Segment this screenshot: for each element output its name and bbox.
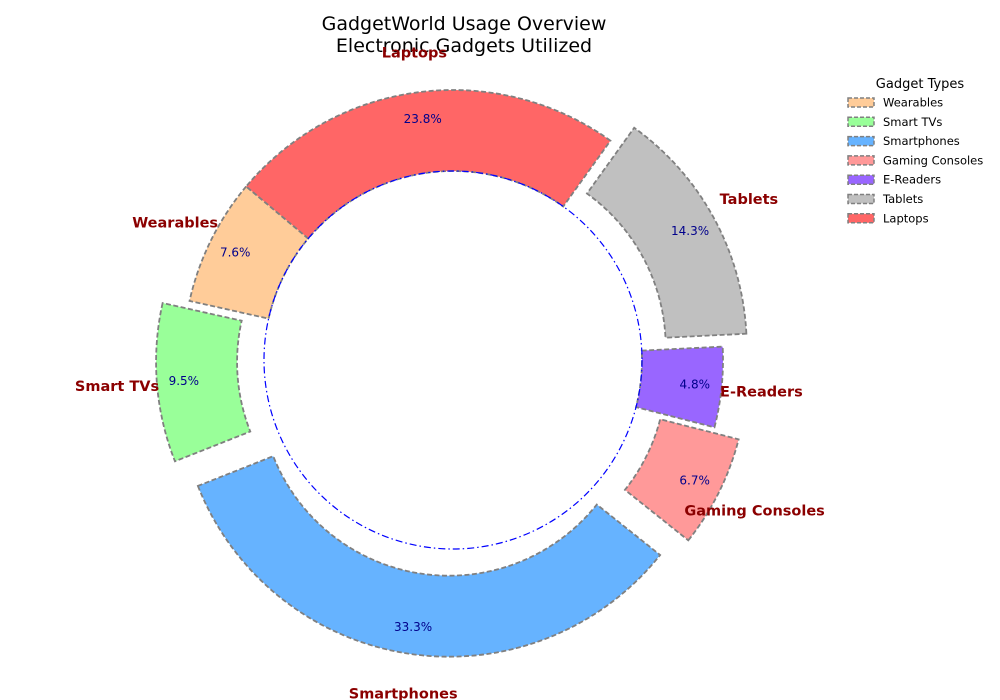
legend-title: Gadget Types: [876, 77, 965, 92]
percent-label-smartphones: 33.3%: [394, 620, 432, 634]
percent-label-laptops: 23.8%: [404, 112, 442, 126]
category-label-tablets: Tablets: [720, 192, 779, 208]
category-label-wearables: Wearables: [132, 216, 218, 232]
legend-label-tablets: Tablets: [882, 192, 923, 206]
chart-subtitle: Electronic Gadgets Utilized: [336, 35, 592, 57]
percent-label-tablets: 14.3%: [671, 224, 709, 238]
slice-laptops: [244, 89, 612, 240]
legend: Gadget Types Wearables Smart TVs Smartphon…: [847, 77, 983, 225]
percent-label-gaming-consoles: 6.7%: [679, 473, 710, 487]
category-label-smart-tvs: Smart TVs: [75, 379, 159, 395]
legend-label-laptops: Laptops: [883, 211, 929, 225]
legend-swatch-e-readers: [847, 174, 875, 185]
legend-label-smart-tvs: Smart TVs: [883, 115, 942, 129]
slice-tablets: [585, 126, 748, 339]
legend-swatch-smartphones: [847, 135, 875, 147]
percent-label-wearables: 7.6%: [220, 245, 251, 259]
legend-label-e-readers: E-Readers: [883, 173, 941, 187]
slices-group: [155, 89, 748, 658]
category-label-smartphones: Smartphones: [349, 686, 458, 700]
legend-label-smartphones: Smartphones: [883, 134, 960, 148]
slice-smart-tvs: [155, 301, 252, 463]
legend-swatch-smart-tvs: [847, 116, 875, 128]
percent-label-e-readers: 4.8%: [680, 378, 711, 392]
legend-swatch-wearables: [847, 97, 875, 108]
slice-smartphones: [196, 454, 662, 658]
category-label-e-readers: E-Readers: [720, 384, 803, 400]
legend-label-gaming-consoles: Gaming Consoles: [883, 153, 983, 167]
donut-hole-outline: [263, 170, 643, 550]
chart-title: GadgetWorld Usage Overview: [322, 13, 607, 35]
category-label-gaming-consoles: Gaming Consoles: [684, 503, 824, 519]
legend-swatch-laptops: [847, 213, 875, 224]
legend-swatch-gaming-consoles: [847, 155, 875, 166]
slice-e-readers: [634, 345, 724, 429]
legend-swatch-tablets: [847, 193, 875, 205]
category-label-laptops: Laptops: [382, 45, 447, 61]
legend-label-wearables: Wearables: [883, 96, 943, 110]
slice-gaming-consoles: [623, 418, 740, 542]
percent-label-smart-tvs: 9.5%: [169, 374, 200, 388]
